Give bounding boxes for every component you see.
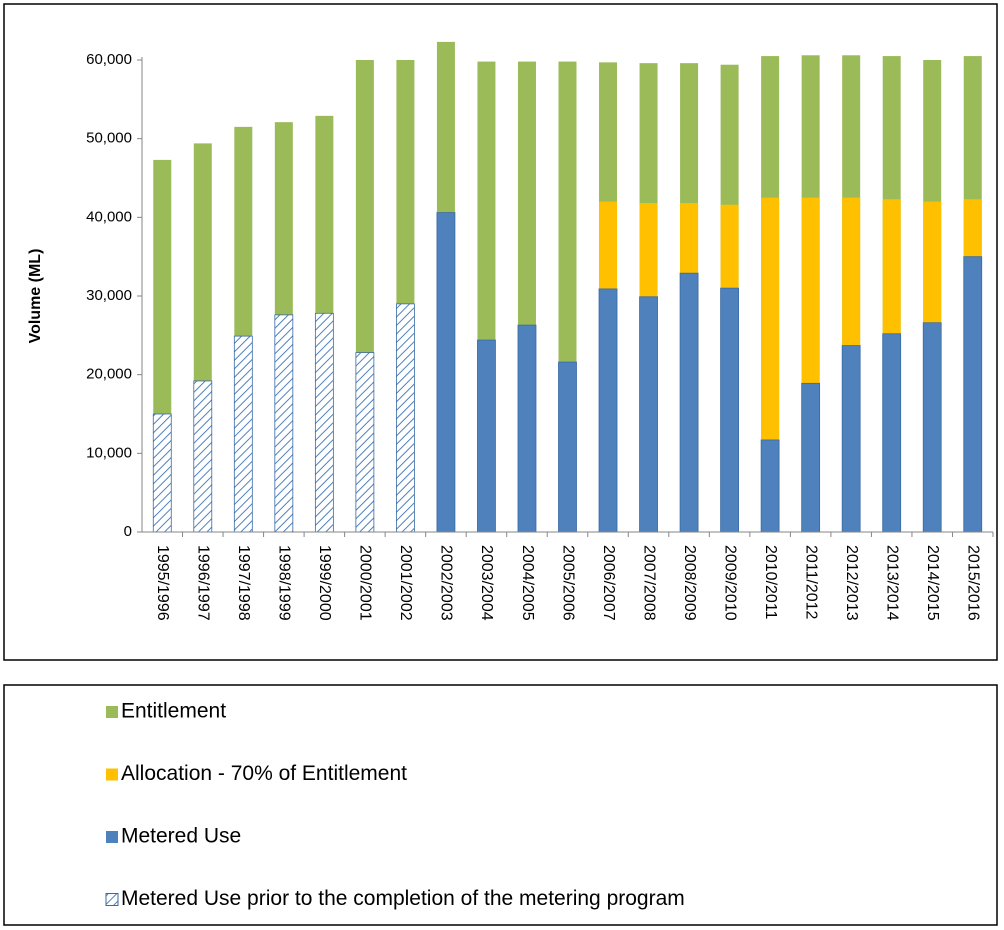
bar [233,335,253,533]
bar [760,439,780,533]
y-tick-label: 40,000 [86,208,132,225]
legend-label: Entitlement [121,700,226,723]
bar [517,324,537,533]
x-tick-label: 1999/2000 [316,545,333,621]
x-tick-label: 2007/2008 [640,545,657,621]
x-tick-label: 1998/1999 [276,545,293,621]
legend-frame [3,684,998,926]
x-tick-label: 2005/2006 [559,545,576,621]
x-tick-label: 2006/2007 [600,545,617,621]
bar [436,212,456,533]
x-tick-label: 2014/2015 [924,545,941,621]
bar [679,272,699,533]
bar [558,361,577,533]
legend-swatch [105,893,119,906]
bar [193,380,213,533]
bar [477,339,496,533]
bar [841,345,861,533]
legend-label: Allocation - 70% of Entitlement [121,762,407,785]
bar [152,413,172,533]
y-tick-label: 30,000 [86,287,132,304]
bar [882,333,902,533]
bar [639,296,658,533]
y-axis-title: Volume (ML) [27,249,44,344]
legend-swatch [106,768,118,781]
x-tick-label: 2003/2004 [478,545,495,621]
y-tick-label: 60,000 [86,51,132,68]
x-tick-label: 1995/1996 [154,545,171,621]
x-tick-label: 2012/2013 [843,545,860,621]
bar [963,256,983,533]
bar [598,288,618,533]
x-tick-label: 2015/2016 [965,545,982,621]
x-tick-label: 2004/2005 [519,545,536,621]
y-tick-label: 20,000 [86,366,132,383]
legend-swatch [106,706,118,718]
y-tick-label: 10,000 [86,444,132,461]
x-tick-label: 1996/1997 [195,545,212,621]
bar [314,312,334,533]
x-tick-label: 1997/1998 [235,545,252,621]
legend-label: Metered Use [121,825,241,848]
x-tick-label: 2002/2003 [438,545,455,621]
y-tick-label: 0 [124,523,132,540]
bar [922,322,942,533]
bar [274,314,294,533]
legend-label: Metered Use prior to the completion of t… [121,887,685,910]
x-tick-label: 2011/2012 [802,545,819,620]
x-tick-label: 2010/2011 [762,545,779,620]
bar [801,382,821,533]
x-tick-label: 2009/2010 [721,545,738,621]
bar [720,287,739,533]
x-tick-label: 2000/2001 [357,545,374,621]
x-tick-label: 2013/2014 [883,545,900,621]
legend-swatch [106,831,118,843]
bar [396,303,415,533]
x-tick-label: 2008/2009 [681,545,698,621]
y-tick-label: 50,000 [86,130,132,147]
x-tick-label: 2001/2002 [397,545,414,621]
bar [355,352,375,533]
